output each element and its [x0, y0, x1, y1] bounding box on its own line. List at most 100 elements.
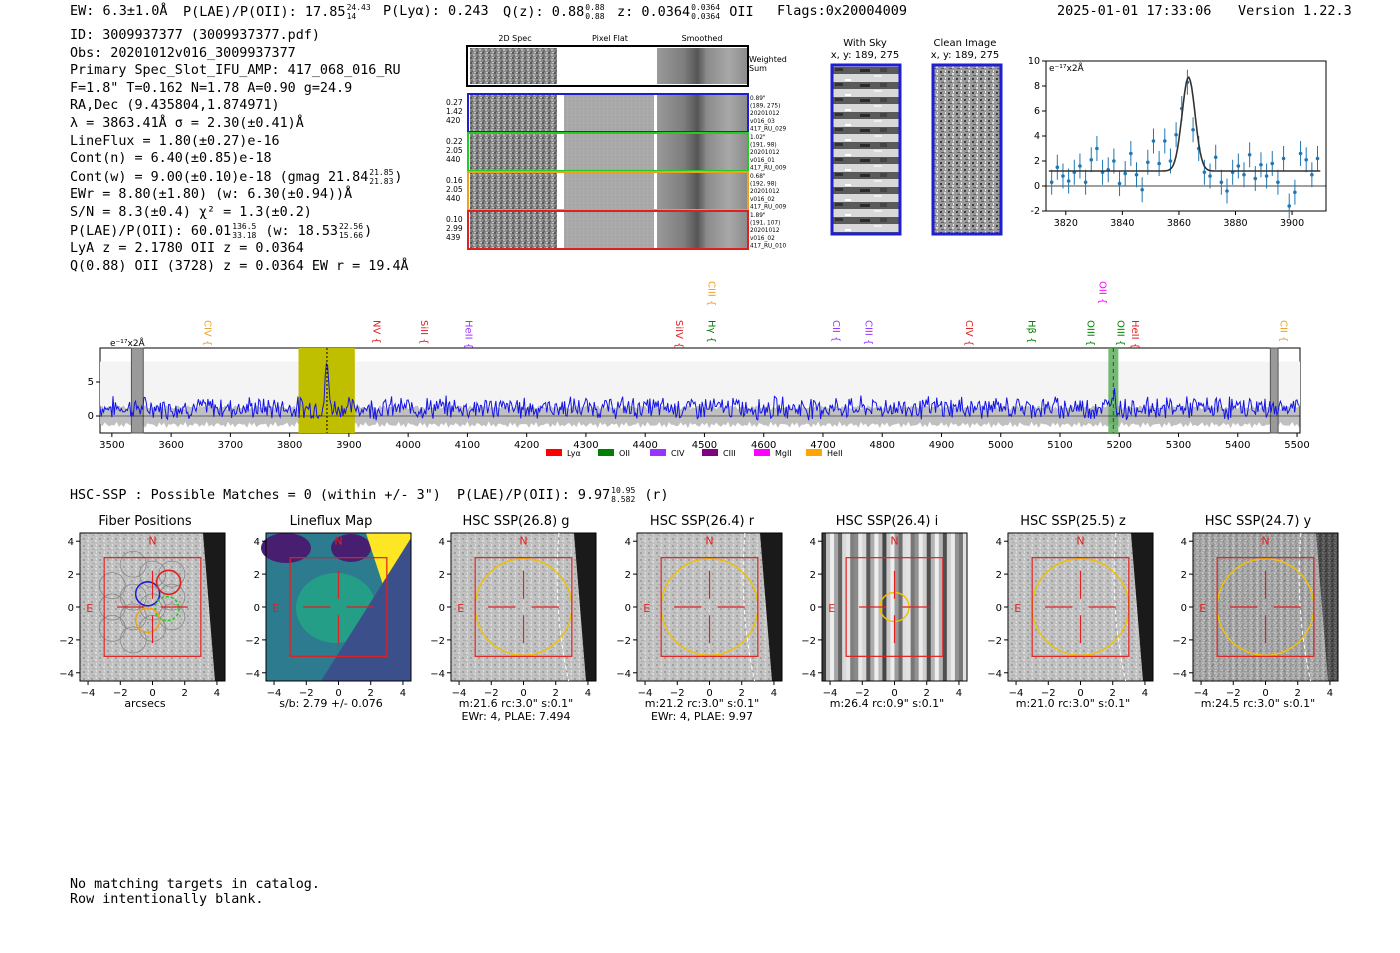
spec2d-row-flat — [564, 95, 654, 131]
spec2d-row-left-label: 2.99 — [446, 224, 463, 233]
dashed-contour — [742, 532, 756, 682]
cutout-y-tick-label: −4 — [616, 669, 631, 680]
cutout-x-tick-label: 4 — [585, 688, 591, 699]
fs-x-tick-label: 4400 — [632, 440, 657, 451]
cutout-y-tick-label: 4 — [1181, 537, 1187, 548]
spec2d-row-smoothed — [657, 134, 747, 170]
zoom-y-tick-label: 0 — [1034, 181, 1040, 192]
masked-region — [1269, 347, 1279, 434]
cutout-x-tick-label: −4 — [267, 688, 282, 699]
zoom-data-point — [1304, 157, 1309, 162]
legend-swatch — [754, 449, 770, 456]
zoom-data-point — [1095, 146, 1099, 151]
fs-x-tick-label: 4900 — [929, 440, 954, 451]
cutout-noise — [451, 533, 596, 681]
cutout-x-tick-label: −2 — [299, 688, 314, 699]
cutout-y-tick-label: 4 — [625, 537, 631, 548]
legend-swatch — [546, 449, 562, 456]
cutout-x-tick-label: −4 — [823, 688, 838, 699]
zoom-data-point — [1151, 139, 1156, 143]
spec2d-panel: 2D Spec Pixel Flat Smoothed Weighted Sum… — [446, 34, 787, 250]
cutout-caption-line: m:21.6 rc:3.0" s:0.1" — [458, 697, 574, 710]
fiber-circle-red — [155, 569, 182, 596]
cutout-caption-line: s/b: 2.79 +/- 0.076 — [279, 697, 383, 710]
spec2d-row-smoothed — [657, 173, 747, 209]
weighted-sum-label: Weighted — [749, 55, 787, 64]
spec2d-row-left-label: 0.16 — [446, 176, 463, 185]
zoom-data-point — [1134, 172, 1139, 177]
info-lineflux: LineFlux = 1.80(±0.27)e-16 — [70, 133, 280, 149]
zoom-data-point — [1219, 180, 1224, 185]
cutout-y-tick-label: −4 — [59, 669, 74, 680]
cutout-y-tick-label: 0 — [996, 603, 1002, 614]
north-label: N — [705, 535, 713, 548]
spec2d-col-label: 2D Spec — [498, 34, 531, 43]
weighted-sum-2d — [470, 48, 557, 84]
spec2d-row-right-label: 1.89" — [750, 213, 766, 219]
zoom-data-point — [1253, 176, 1258, 181]
zoom-plot-unit: e⁻¹⁷x2Å — [1049, 62, 1085, 74]
zoom-y-tick-label: 4 — [1034, 131, 1040, 142]
full-spectrum-unit: e⁻¹⁷x2Å — [110, 337, 146, 349]
north-label: N — [334, 535, 342, 548]
legend-label: Lyα — [567, 449, 581, 458]
spec2d-gap — [654, 95, 657, 131]
zoom-data-point — [1055, 165, 1060, 170]
cutout-title: HSC SSP(24.7) y — [1204, 514, 1312, 529]
cutout-y-tick-label: −4 — [1172, 669, 1187, 680]
zoom-y-tick-label: -2 — [1031, 206, 1040, 217]
cutout-caption-line: m:21.2 rc:3.0" s:0.1" — [644, 697, 760, 710]
east-label: E — [272, 602, 279, 615]
i-band-stripe — [838, 533, 843, 681]
cutout-x-tick-label: 4 — [400, 688, 406, 699]
spectral-line-label: NV { — [371, 320, 382, 344]
cutout-y-tick-label: 4 — [996, 537, 1002, 548]
header-ew: EW: 6.3±1.0Å — [70, 3, 168, 19]
cutout-x-tick-label: 2 — [368, 688, 374, 699]
i-band-stripe — [958, 533, 964, 681]
zoom-data-point — [1078, 164, 1082, 168]
spec2d-row-left-label: 420 — [446, 116, 461, 125]
spec2d-gap — [559, 95, 562, 131]
north-label: N — [1076, 535, 1084, 548]
zoom-data-point — [1061, 174, 1065, 178]
fs-x-tick-label: 5400 — [1225, 440, 1250, 451]
spec2d-row-left-label: 0.22 — [446, 137, 463, 146]
target-box — [103, 557, 202, 657]
spec2d-row-right-label: 20201012 — [750, 228, 780, 234]
info-ewr: EWr = 8.80(±1.80) (w: 6.30(±0.94))Å — [70, 187, 353, 203]
cutout-caption: m:21.6 rc:3.0" s:0.1" EWr: 4, PLAE: 7.494 — [431, 697, 601, 723]
fiber-circle-green — [154, 595, 180, 622]
cutout-y-tick-label: −4 — [245, 669, 260, 680]
zoom-data-point — [1213, 155, 1218, 160]
spectral-line-label: CII { — [830, 320, 841, 342]
cutout-y-tick-label: 2 — [254, 570, 260, 581]
spec2d-row-2d — [470, 134, 557, 170]
cutout-y-tick-label: 0 — [810, 603, 816, 614]
header-flags: Flags:0x20004009 — [777, 3, 908, 19]
zoom-data-point — [1242, 172, 1246, 177]
spec2d-row-right-label: 20201012 — [750, 111, 780, 117]
with-sky-title: With Sky x, y: 189, 275 — [830, 38, 900, 61]
zoom-data-point — [1140, 187, 1144, 192]
zoom-fit-curve — [1048, 75, 1321, 172]
zoom-x-tick-label: 3820 — [1054, 218, 1078, 229]
cutout-y-tick-label: −2 — [801, 636, 816, 647]
cutout-y-tick-label: −4 — [801, 669, 816, 680]
spec2d-row-right-label: 0.89" — [750, 96, 766, 102]
cutout-y-tick-label: 4 — [810, 537, 816, 548]
highlight-band — [298, 348, 355, 433]
cutout-x-tick-label: −4 — [81, 688, 96, 699]
fs-x-tick-label: 4700 — [810, 440, 835, 451]
cutout-x-tick-label: −2 — [1226, 688, 1241, 699]
header-plae: P(LAE)/P(OII): 17.85 24.43 14 — [183, 3, 372, 21]
zoom-data-point — [1259, 162, 1263, 167]
cutout-y-tick-label: −2 — [987, 636, 1002, 647]
cutout-caption: m:24.5 rc:3.0" s:0.1" — [1173, 697, 1343, 710]
cutout-x-tick-label: 0 — [1262, 688, 1268, 699]
zoom-data-point — [1315, 156, 1320, 161]
spec2d-row-flat — [564, 134, 654, 170]
zoom-data-point — [1298, 151, 1303, 156]
spec2d-row-left-label: 2.05 — [446, 185, 463, 194]
